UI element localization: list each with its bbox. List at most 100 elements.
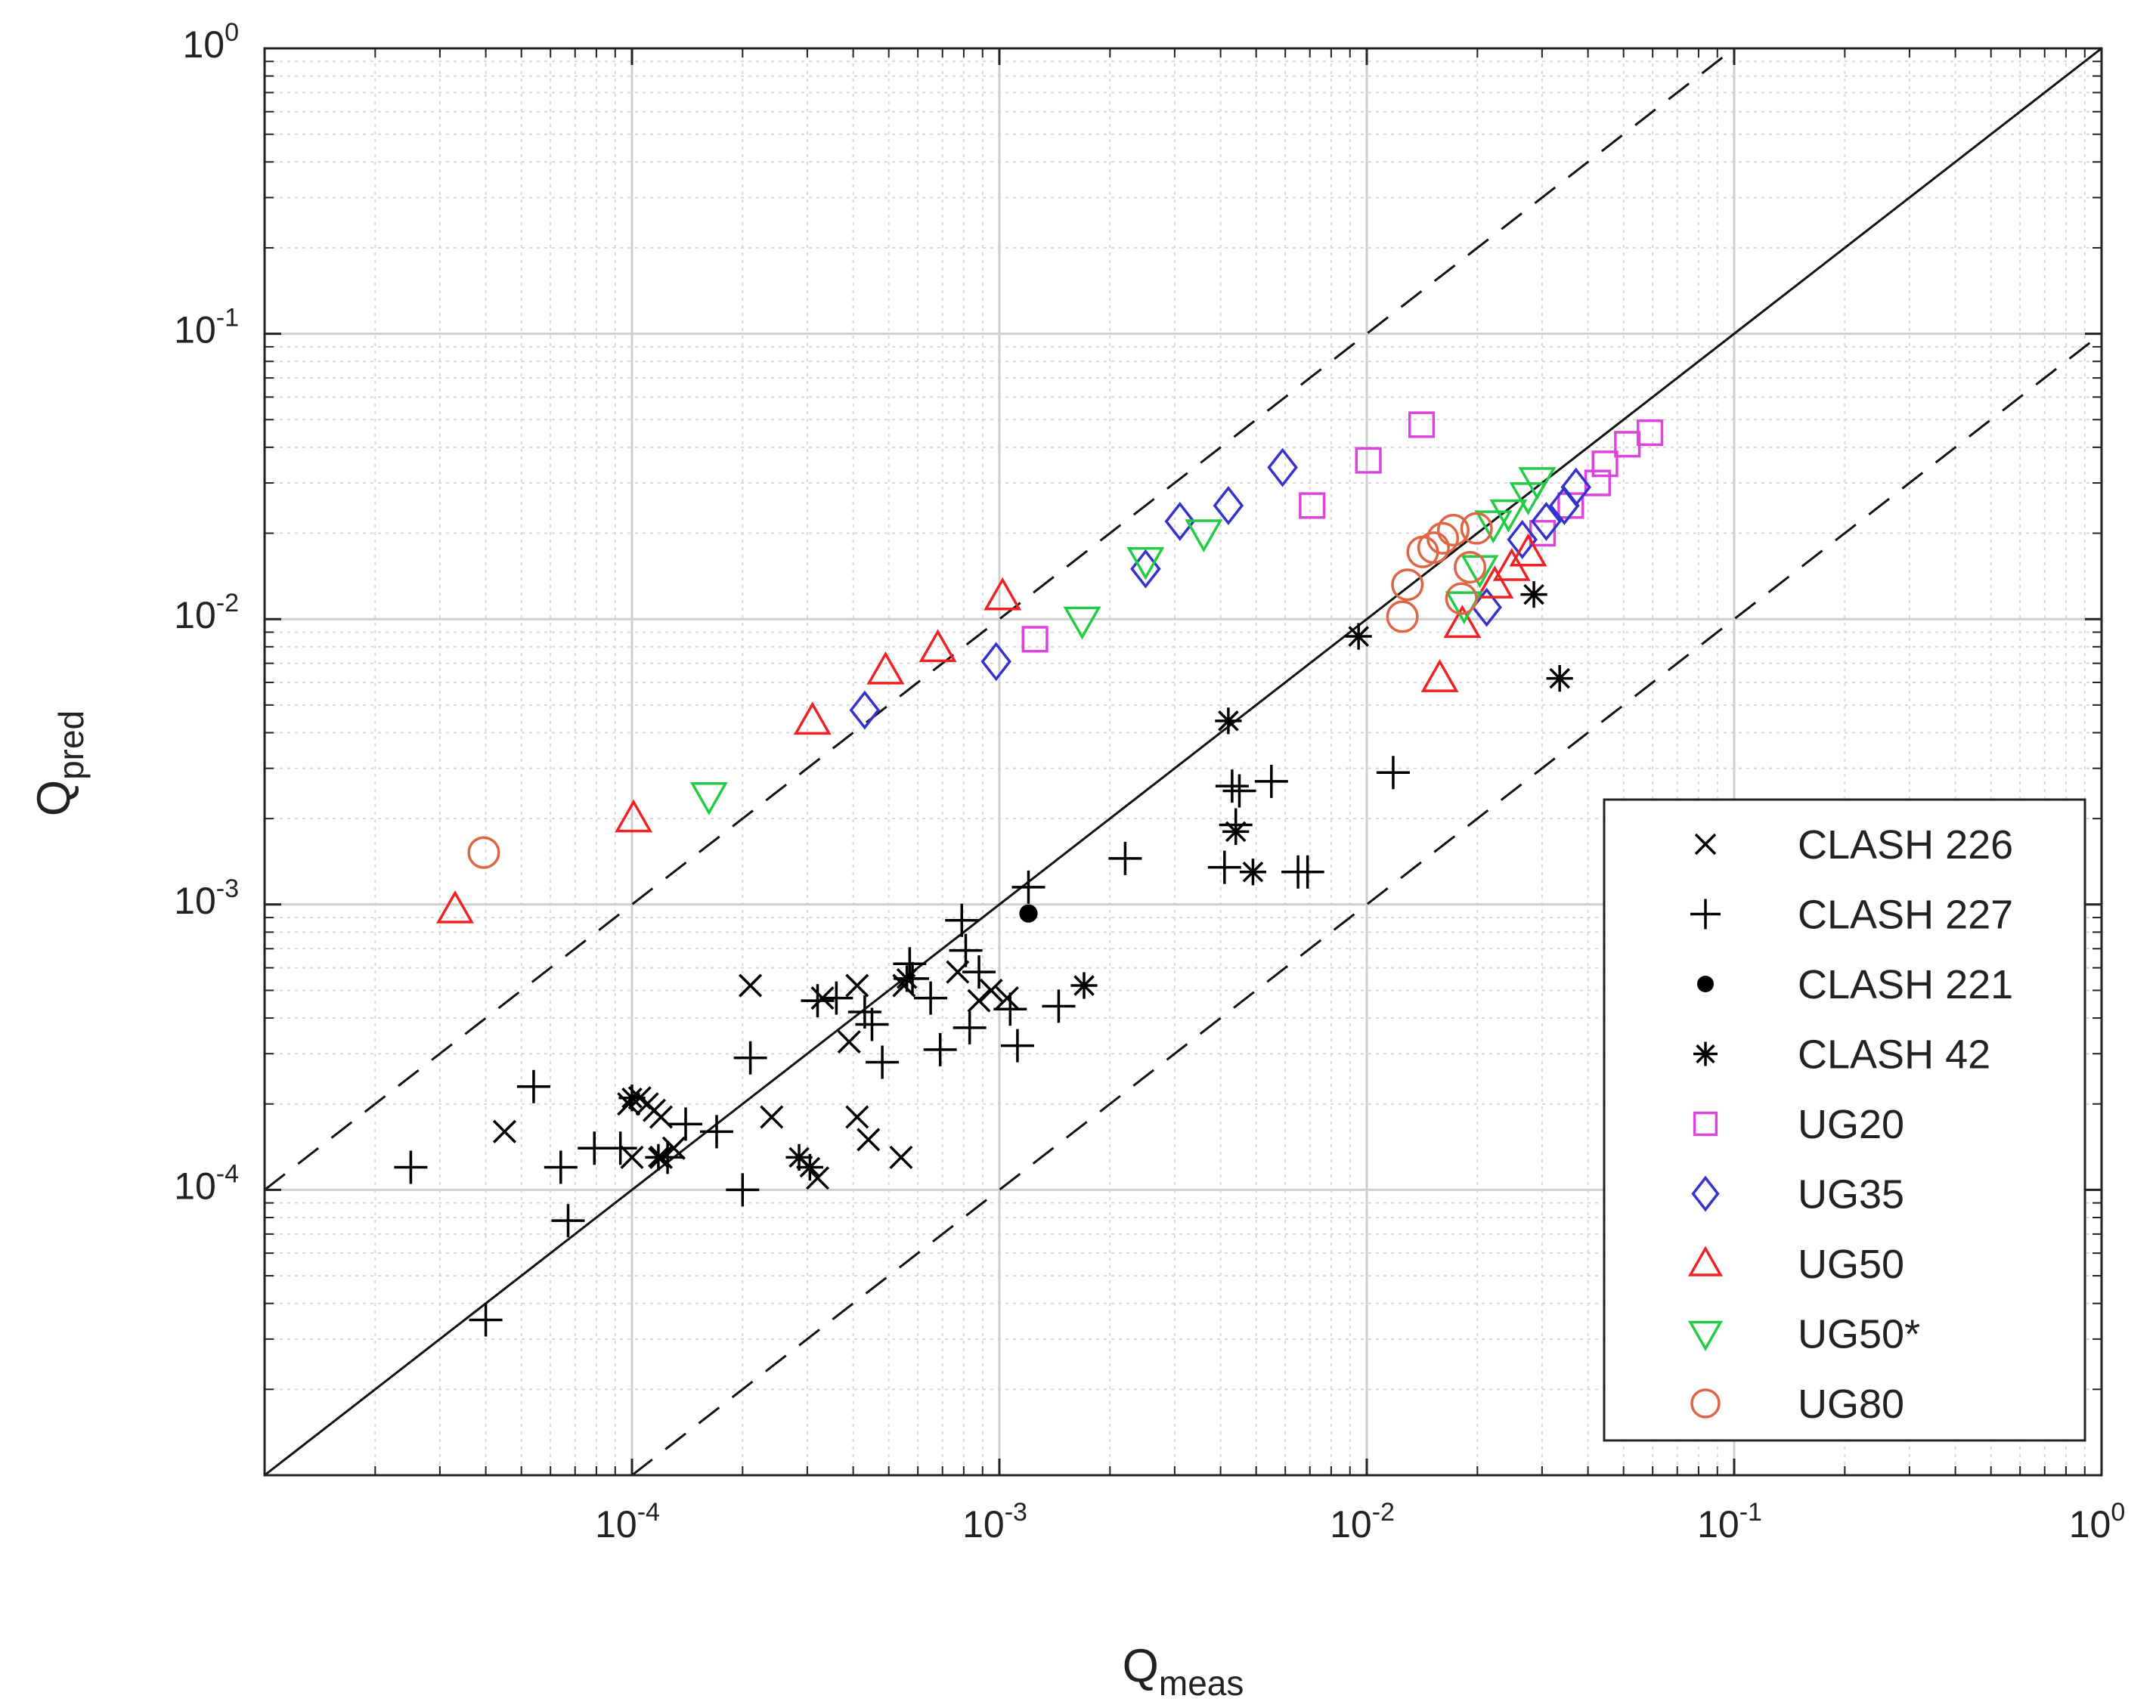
x-tick-label: 10-3 [962, 1498, 1027, 1546]
point-ug20 [1637, 419, 1664, 447]
point-ug20 [1021, 626, 1049, 653]
point-ug80 [1426, 521, 1460, 555]
point-clash-226 [760, 1105, 784, 1129]
legend-label-clash-42: CLASH 42 [1798, 1032, 1990, 1078]
point-ug20 [1299, 492, 1326, 519]
point-clash-226 [845, 973, 869, 998]
point-ug35 [849, 690, 881, 730]
point-clash-42 [1215, 707, 1242, 735]
point-clash-42 [785, 1143, 813, 1171]
point-clash-227 [669, 1107, 703, 1141]
point-clash-42 [894, 965, 921, 992]
point-clash-42 [1070, 972, 1098, 999]
point-ug50 [1474, 510, 1513, 544]
point-clash-226 [979, 978, 1003, 1003]
y-tick-label: 10-3 [174, 874, 239, 922]
x-tick-labels: 10-4 10-3 10-2 10-1 100 [595, 1498, 2125, 1546]
x-tick-label: 100 [2069, 1498, 2126, 1546]
point-clash-42 [796, 1153, 823, 1181]
legend-label-ug20: UG20 [1798, 1102, 1904, 1147]
point-ug20 [1591, 450, 1619, 478]
legend-label-ug50: UG50 [1798, 1242, 1904, 1287]
point-clash-227 [1000, 1029, 1034, 1063]
point-ug20 [1355, 447, 1382, 474]
y-tick-label: 100 [182, 18, 239, 66]
point-ug50 [1476, 565, 1514, 599]
point-clash-227 [945, 903, 979, 937]
point-clash-227 [801, 984, 835, 1018]
legend-marker-clash-227 [1690, 899, 1721, 930]
point-clash-227 [1215, 769, 1249, 803]
point-ug50 [615, 799, 653, 833]
point-ug80 [1454, 550, 1487, 584]
point-clash-42 [1520, 580, 1547, 608]
point-ug50 [689, 781, 728, 815]
point-clash-227 [914, 981, 948, 1015]
point-clash-227 [469, 1303, 503, 1337]
point-clash-226 [837, 1030, 861, 1054]
point-ug80 [1460, 512, 1493, 545]
point-clash-42 [1239, 859, 1267, 886]
legend-marker-ug50 [1687, 1320, 1724, 1352]
point-ug80 [1436, 513, 1470, 547]
legend-box [1603, 798, 2086, 1442]
point-ug50 [1063, 606, 1101, 640]
point-ug35 [1213, 485, 1244, 525]
point-clash-42 [645, 1143, 672, 1171]
point-ug50 [1518, 467, 1557, 500]
point-clash-42 [1345, 623, 1372, 650]
point-clash-226 [857, 1128, 881, 1152]
point-ug50 [918, 629, 957, 663]
point-clash-227 [819, 981, 853, 1015]
legend-label-clash-226: CLASH 226 [1798, 822, 2013, 868]
y-axis-label: Qpred [28, 710, 91, 816]
legend-marker-ug80 [1690, 1388, 1721, 1419]
point-clash-227 [953, 1010, 987, 1044]
point-clash-226 [967, 989, 991, 1013]
point-clash-226 [620, 1145, 644, 1169]
point-clash-226 [889, 1145, 913, 1169]
legend-label-ug50: UG50* [1798, 1312, 1920, 1357]
point-ug20 [1408, 411, 1436, 438]
point-ug50 [435, 890, 475, 924]
point-ug80 [1445, 582, 1478, 615]
x-tick-label: 10-4 [595, 1498, 660, 1546]
point-ug50 [1509, 533, 1547, 567]
legend-marker-ug50 [1687, 1245, 1724, 1276]
point-clash-42 [1222, 818, 1250, 846]
point-clash-227 [699, 1115, 733, 1149]
x-tick-label: 10-1 [1697, 1498, 1762, 1546]
point-ug80 [1386, 600, 1419, 633]
legend-marker-ug35 [1691, 1175, 1720, 1212]
point-ug50 [1420, 659, 1459, 692]
point-clash-226 [995, 986, 1019, 1010]
axes-frame [263, 47, 2103, 1477]
data-points [394, 411, 1664, 1337]
point-ug35 [1531, 501, 1562, 541]
legend-label-clash-227: CLASH 227 [1798, 893, 2013, 938]
point-ug35 [1560, 467, 1591, 507]
legend-label-ug80: UG80 [1798, 1382, 1904, 1427]
reference-line [264, 47, 1735, 1191]
point-ug20 [1557, 492, 1584, 519]
point-ug50 [866, 651, 905, 685]
point-clash-227 [1011, 870, 1045, 904]
point-ug35 [1507, 519, 1538, 559]
point-clash-226 [649, 1105, 674, 1129]
x-axis-label: Qmeas [1123, 1640, 1244, 1703]
point-ug35 [1267, 447, 1298, 487]
point-ug80 [1391, 568, 1424, 602]
point-clash-227 [726, 1173, 760, 1207]
legend: CLASH 226 CLASH 227 CLASH 221 CLASH 42 UG20 U… [1603, 798, 2086, 1442]
tick-marks [265, 48, 2102, 1475]
point-ug80 [1417, 531, 1450, 565]
legend-marker-clash-42 [1693, 1041, 1718, 1066]
legend-marker-clash-226 [1694, 833, 1717, 856]
point-ug80 [467, 836, 500, 869]
point-clash-226 [492, 1119, 516, 1143]
point-clash-227 [733, 1041, 767, 1075]
point-clash-226 [739, 973, 763, 998]
reference-line [264, 47, 2102, 1477]
point-clash-227 [551, 1204, 585, 1238]
